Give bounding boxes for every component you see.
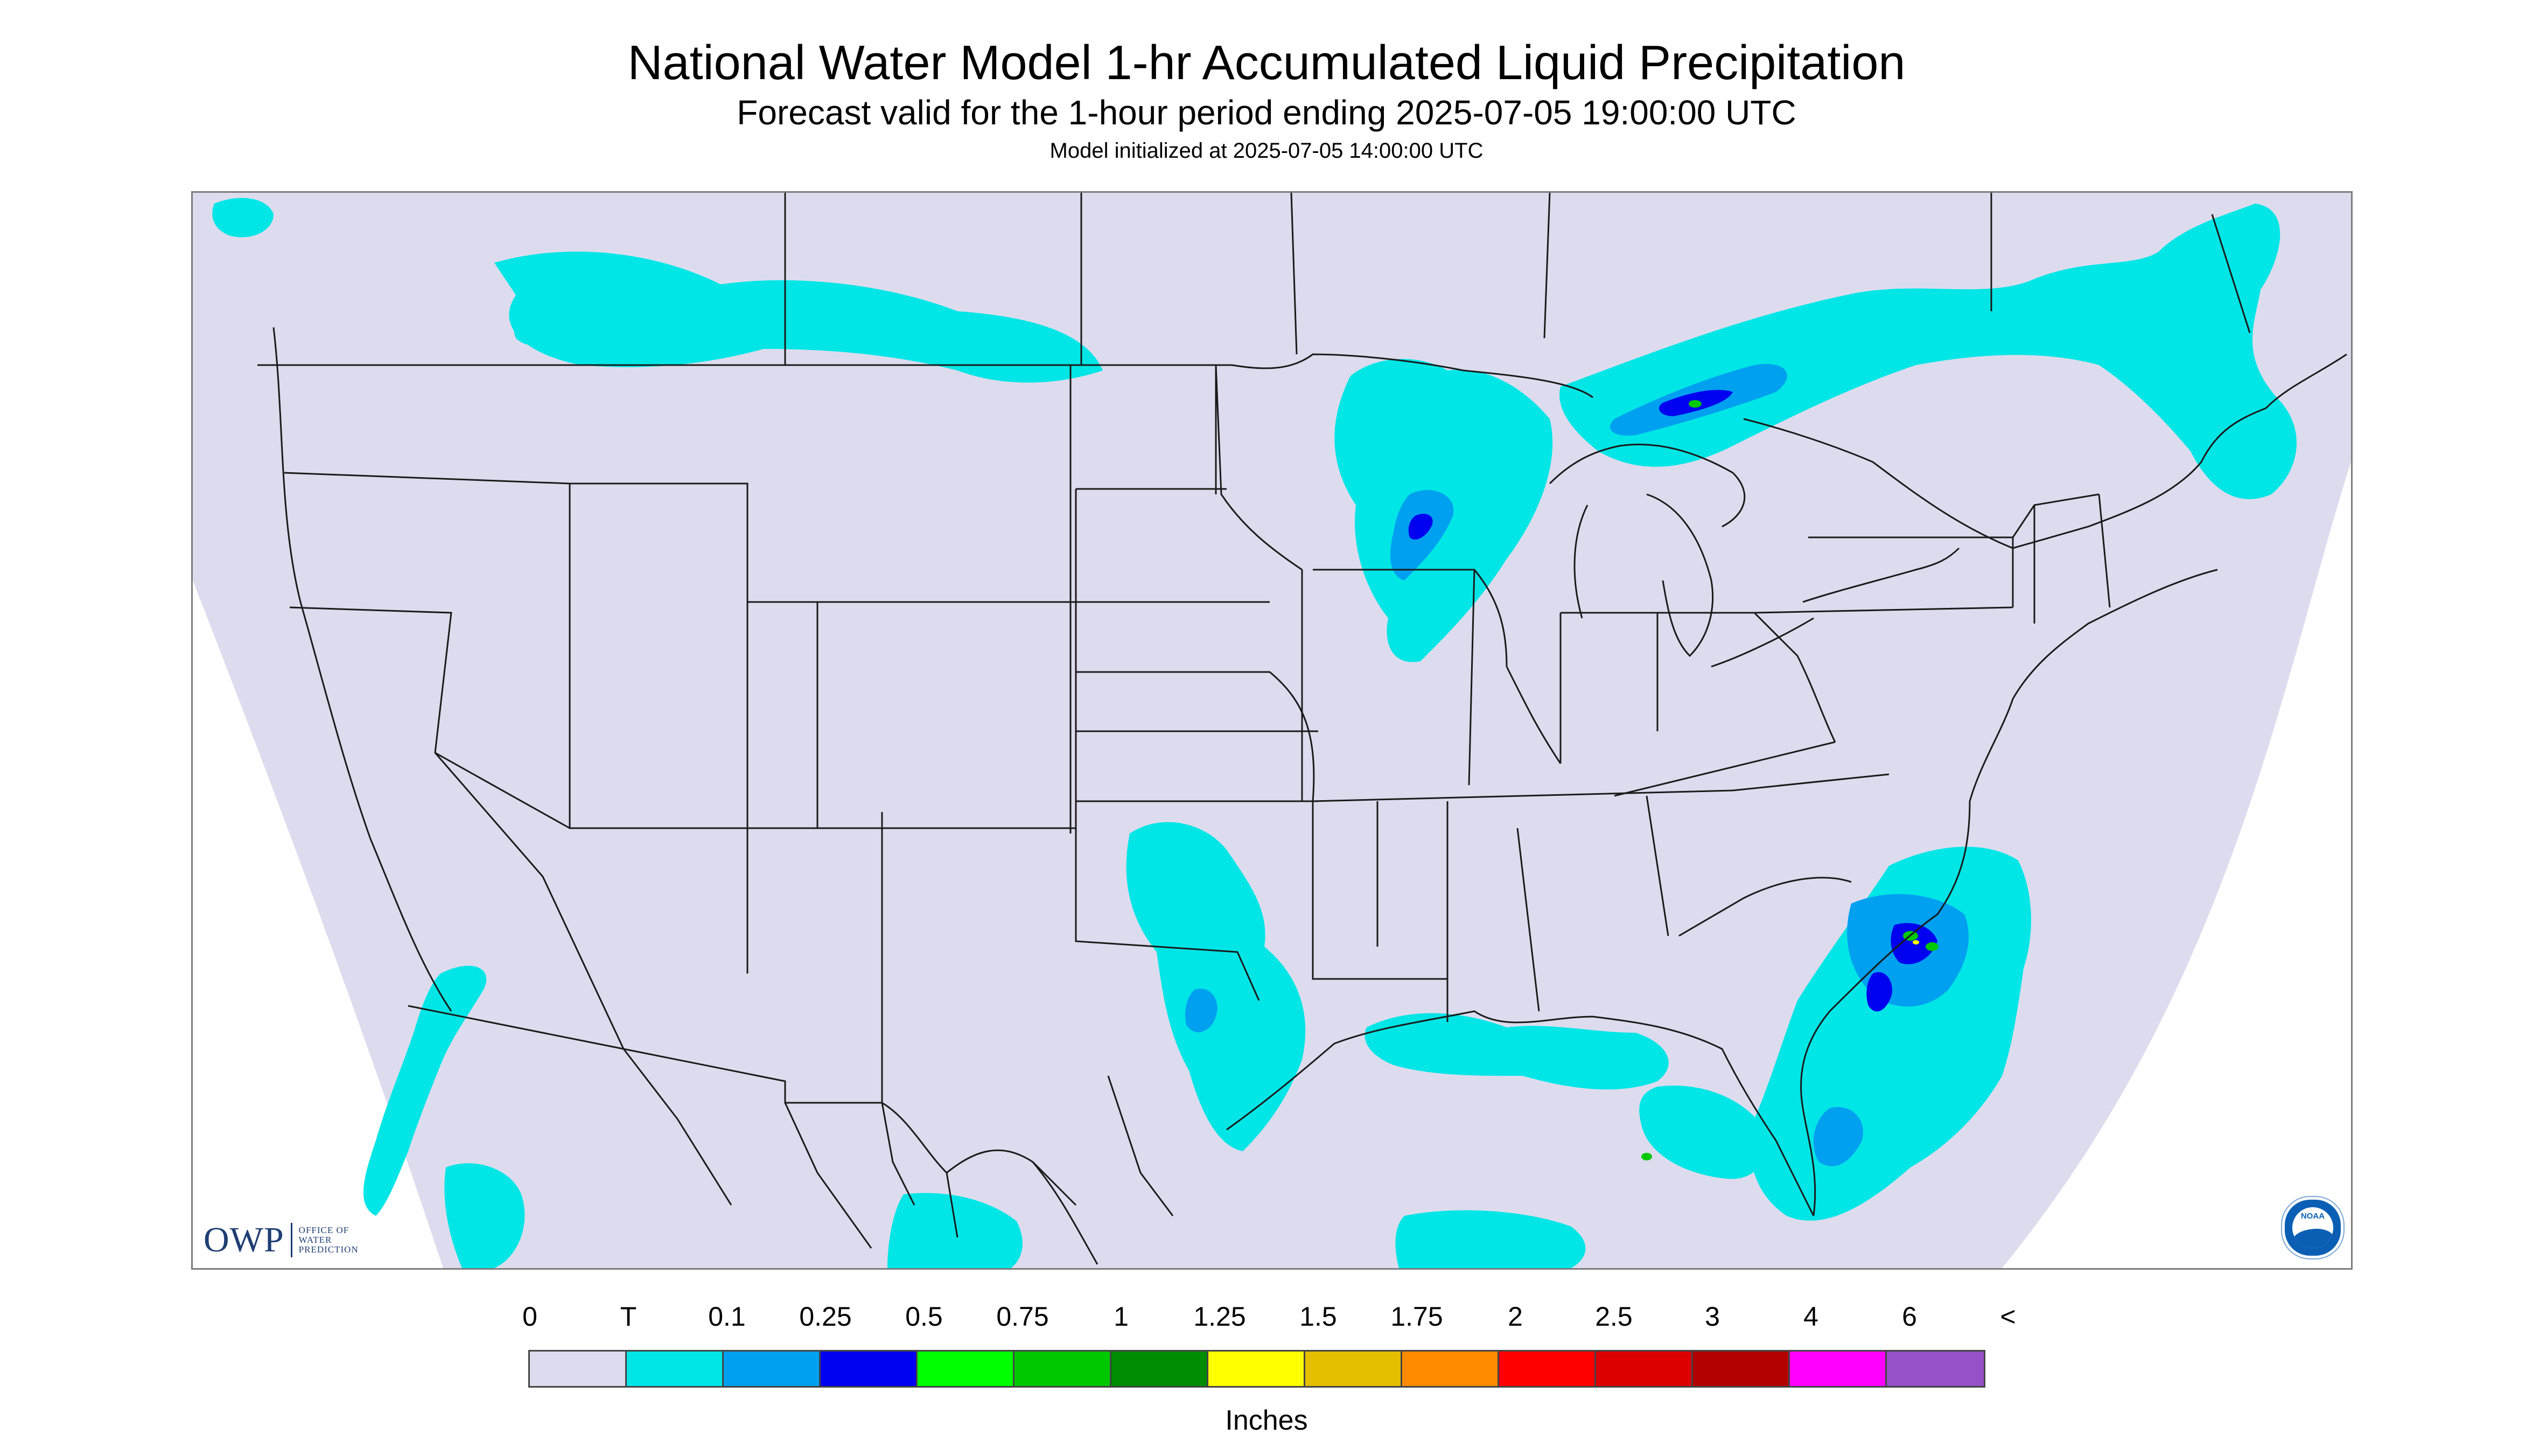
precip-area-sonora	[887, 1193, 1023, 1268]
legend-swatch-8	[1305, 1352, 1402, 1386]
east-coast	[1800, 569, 2218, 1216]
west-coast	[272, 327, 452, 1012]
legend-label-6: 1	[1114, 1301, 1129, 1332]
precip-blue-offshore	[1866, 972, 1892, 1012]
model-init-text: Model initialized at 2025-07-05 14:00:00…	[1049, 139, 1484, 163]
precip-area-gulf-south	[1395, 1210, 1586, 1268]
state-lines-plains	[1069, 365, 1318, 1001]
canada-provinces	[784, 193, 2251, 365]
precip-yellow-cell-1	[1913, 940, 1919, 944]
legend-label-9: 1.75	[1390, 1301, 1443, 1332]
legend-label-5: 0.75	[996, 1301, 1049, 1332]
noaa-logo-bird-icon	[2292, 1229, 2333, 1248]
legend-swatch-5	[1014, 1352, 1111, 1386]
legend-swatch-0	[530, 1352, 627, 1386]
legend-label-4: 0.5	[905, 1301, 943, 1332]
legend-swatch-10	[1499, 1352, 1596, 1386]
legend-swatch-9	[1402, 1352, 1499, 1386]
owp-logo-mark: OWP	[204, 1220, 284, 1259]
legend-labels: 0 T 0.1 0.25 0.5 0.75 1 1.25 1.5 1.75 2 2.5 3 4 6 <	[0, 1301, 2533, 1339]
owp-logo-text: OFFICE OF WATER PREDICTION	[299, 1226, 359, 1255]
noaa-logo-text: NOAA	[2300, 1212, 2325, 1221]
precip-area-northern-plains	[494, 251, 1103, 383]
legend-swatch-13	[1790, 1352, 1887, 1386]
precip-mid-texas	[1185, 989, 1217, 1033]
legend-swatch-3	[821, 1352, 918, 1386]
legend-swatch-4	[918, 1352, 1014, 1386]
legend-label-7: 1.25	[1193, 1301, 1246, 1332]
precip-area-texas-oklahoma	[1126, 822, 1306, 1151]
gulf-coast	[1226, 1010, 1815, 1216]
precip-green-cell-4	[1641, 1153, 1652, 1160]
great-lakes-outline	[1549, 444, 1960, 668]
legend-label-15: <	[2000, 1301, 2016, 1332]
political-boundaries	[257, 193, 2347, 1265]
owp-logo-line-2: WATER	[298, 1235, 332, 1245]
legend-label-10: 2	[1508, 1301, 1523, 1332]
legend-swatch-2	[724, 1352, 821, 1386]
precip-green-cell-3	[1689, 400, 1702, 408]
legend-label-1: T	[620, 1301, 637, 1332]
owp-logo: OWP OFFICE OF WATER PREDICTION	[204, 1220, 359, 1261]
legend-swatch-6	[1111, 1352, 1208, 1386]
noaa-logo-emblem: NOAA	[2292, 1207, 2333, 1248]
forecast-valid-subtitle: Forecast valid for the 1-hour period end…	[737, 93, 1796, 132]
owp-logo-line-1: OFFICE OF	[298, 1225, 349, 1235]
legend-label-12: 3	[1705, 1301, 1720, 1332]
state-lines-central	[1301, 569, 1754, 1022]
mexico-states	[622, 1048, 1174, 1249]
legend-swatch-7	[1208, 1352, 1305, 1386]
precip-1-25-areas	[1913, 940, 1919, 944]
legend-units-label: Inches	[1225, 1405, 1308, 1436]
state-lines-east	[1614, 493, 2111, 937]
precip-green-cell-2	[1926, 942, 1939, 951]
precip-area-pacific-baja	[363, 965, 487, 1216]
us-mexico-border	[408, 1005, 1098, 1265]
precip-area-great-lakes-canada	[1559, 204, 2297, 499]
precipitation-map: OWP OFFICE OF WATER PREDICTION NOAA	[191, 191, 2353, 1270]
precip-area-florida-peninsula	[1639, 1086, 1766, 1179]
legend-label-3: 0.25	[799, 1301, 852, 1332]
owp-logo-divider	[290, 1223, 292, 1257]
us-canada-border	[257, 353, 2347, 549]
legend-swatch-11	[1596, 1352, 1693, 1386]
precip-area-bc-coast	[212, 198, 274, 237]
legend-colorbar	[528, 1350, 1985, 1388]
state-lines-west	[284, 472, 1087, 1103]
precip-area-idaho	[514, 305, 560, 346]
precip-blue-wisconsin	[1408, 514, 1433, 540]
map-title: National Water Model 1-hr Accumulated Li…	[627, 36, 1906, 90]
precip-mid-florida-east	[1813, 1107, 1863, 1166]
legend-swatch-14	[1887, 1352, 1984, 1386]
legend-label-8: 1.5	[1299, 1301, 1337, 1332]
noaa-logo: NOAA	[2282, 1197, 2343, 1258]
legend-label-2: 0.1	[708, 1301, 746, 1332]
legend-label-0: 0	[522, 1301, 537, 1332]
precip-area-gulf-coast	[1365, 1013, 1669, 1090]
map-canvas	[193, 193, 2351, 1268]
owp-logo-line-3: PREDICTION	[298, 1244, 359, 1255]
legend-swatch-12	[1693, 1352, 1790, 1386]
legend-label-11: 2.5	[1595, 1301, 1633, 1332]
legend-label-13: 4	[1803, 1301, 1818, 1332]
legend-label-14: 6	[1902, 1301, 1917, 1332]
precip-area-pacific-south	[444, 1163, 525, 1268]
legend-swatch-1	[627, 1352, 724, 1386]
